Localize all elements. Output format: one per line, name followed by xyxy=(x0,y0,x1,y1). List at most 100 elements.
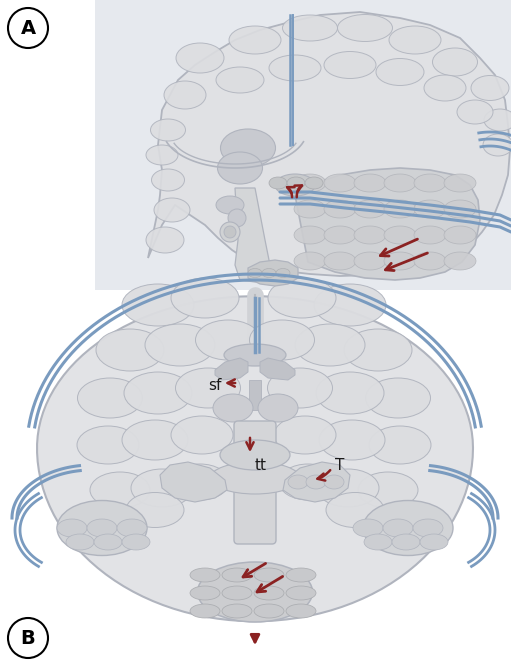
Text: sf: sf xyxy=(208,378,222,392)
Ellipse shape xyxy=(432,48,477,76)
Ellipse shape xyxy=(151,169,184,191)
Ellipse shape xyxy=(268,278,336,318)
Ellipse shape xyxy=(286,586,316,600)
Ellipse shape xyxy=(319,420,385,460)
Ellipse shape xyxy=(337,15,392,41)
Circle shape xyxy=(228,209,246,227)
Polygon shape xyxy=(260,358,295,380)
Ellipse shape xyxy=(363,501,453,555)
Ellipse shape xyxy=(210,462,300,494)
Ellipse shape xyxy=(344,329,412,371)
Ellipse shape xyxy=(354,252,386,270)
Ellipse shape xyxy=(306,475,326,489)
Ellipse shape xyxy=(483,134,511,156)
Ellipse shape xyxy=(414,252,446,270)
Ellipse shape xyxy=(229,26,281,54)
Ellipse shape xyxy=(286,604,316,618)
Text: B: B xyxy=(20,629,35,647)
Polygon shape xyxy=(215,358,248,380)
Ellipse shape xyxy=(151,119,185,141)
Ellipse shape xyxy=(267,368,333,408)
Ellipse shape xyxy=(90,472,150,508)
Ellipse shape xyxy=(258,394,298,422)
Ellipse shape xyxy=(222,604,252,618)
Ellipse shape xyxy=(324,51,376,79)
Ellipse shape xyxy=(164,81,206,109)
Ellipse shape xyxy=(324,200,356,218)
Ellipse shape xyxy=(213,394,253,422)
Ellipse shape xyxy=(176,43,224,73)
Bar xyxy=(249,380,261,410)
Ellipse shape xyxy=(117,519,147,537)
Ellipse shape xyxy=(197,562,313,622)
Ellipse shape xyxy=(384,174,416,192)
FancyBboxPatch shape xyxy=(234,421,276,544)
Ellipse shape xyxy=(444,174,476,192)
Text: tt: tt xyxy=(255,458,267,473)
Ellipse shape xyxy=(254,586,284,600)
Ellipse shape xyxy=(77,426,139,464)
Ellipse shape xyxy=(221,129,275,167)
Ellipse shape xyxy=(294,200,326,218)
Ellipse shape xyxy=(131,469,193,507)
Ellipse shape xyxy=(420,534,448,550)
Ellipse shape xyxy=(295,324,365,366)
Ellipse shape xyxy=(283,15,337,41)
Ellipse shape xyxy=(274,416,336,454)
Ellipse shape xyxy=(190,586,220,600)
Ellipse shape xyxy=(66,534,94,550)
Ellipse shape xyxy=(145,324,215,366)
Ellipse shape xyxy=(287,177,305,189)
Polygon shape xyxy=(295,168,480,280)
Ellipse shape xyxy=(171,278,239,318)
Ellipse shape xyxy=(354,226,386,244)
Ellipse shape xyxy=(196,320,261,360)
Ellipse shape xyxy=(276,268,290,278)
Ellipse shape xyxy=(269,177,287,189)
Ellipse shape xyxy=(444,252,476,270)
Ellipse shape xyxy=(316,372,384,414)
Ellipse shape xyxy=(457,100,493,124)
Ellipse shape xyxy=(57,501,147,555)
Ellipse shape xyxy=(354,200,386,218)
Ellipse shape xyxy=(444,226,476,244)
Ellipse shape xyxy=(294,174,326,192)
Polygon shape xyxy=(160,462,227,502)
Ellipse shape xyxy=(269,55,321,81)
Ellipse shape xyxy=(146,227,184,253)
Ellipse shape xyxy=(413,519,443,537)
Ellipse shape xyxy=(87,519,117,537)
Ellipse shape xyxy=(146,145,178,165)
Ellipse shape xyxy=(324,252,356,270)
Ellipse shape xyxy=(126,492,184,527)
Ellipse shape xyxy=(94,534,122,550)
Ellipse shape xyxy=(286,568,316,582)
Ellipse shape xyxy=(294,226,326,244)
Polygon shape xyxy=(148,12,510,276)
Text: T: T xyxy=(335,458,344,472)
Ellipse shape xyxy=(222,568,252,582)
Ellipse shape xyxy=(249,320,314,360)
Ellipse shape xyxy=(354,174,386,192)
Ellipse shape xyxy=(317,469,379,507)
Ellipse shape xyxy=(96,329,164,371)
Ellipse shape xyxy=(254,604,284,618)
Ellipse shape xyxy=(365,378,430,418)
Ellipse shape xyxy=(222,586,252,600)
Polygon shape xyxy=(248,260,298,286)
Ellipse shape xyxy=(314,284,386,326)
Ellipse shape xyxy=(57,519,87,537)
Ellipse shape xyxy=(324,174,356,192)
Ellipse shape xyxy=(384,200,416,218)
Ellipse shape xyxy=(171,416,233,454)
Ellipse shape xyxy=(326,492,384,527)
Ellipse shape xyxy=(254,568,284,582)
Ellipse shape xyxy=(471,75,509,101)
Ellipse shape xyxy=(224,344,286,366)
Circle shape xyxy=(224,226,236,238)
Circle shape xyxy=(8,618,48,658)
Ellipse shape xyxy=(414,226,446,244)
Ellipse shape xyxy=(218,152,263,184)
Ellipse shape xyxy=(389,26,441,54)
Ellipse shape xyxy=(154,198,190,222)
